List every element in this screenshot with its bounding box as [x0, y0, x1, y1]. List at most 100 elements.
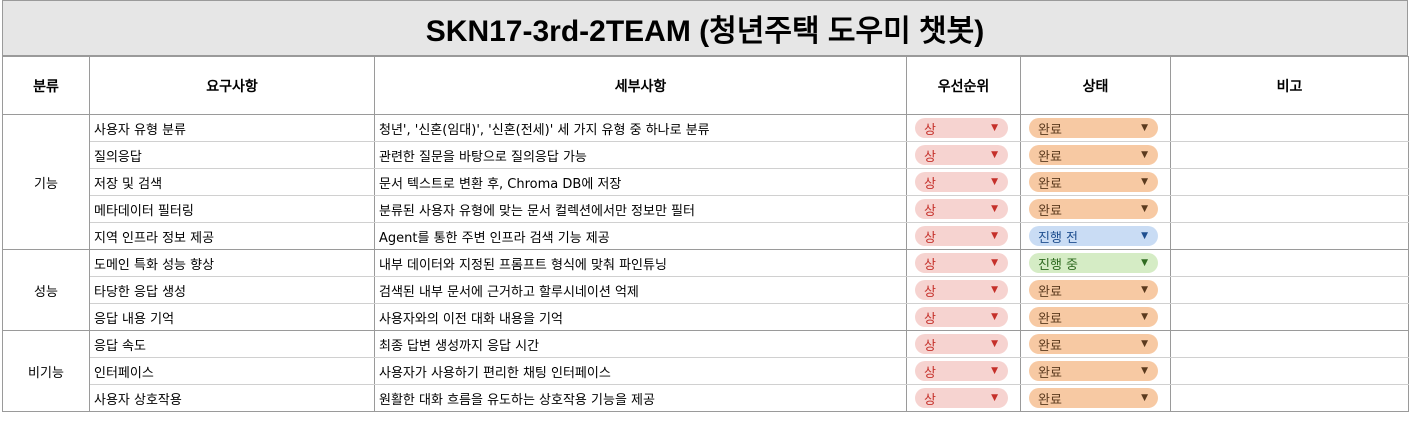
header-category[interactable]: 분류 [2, 56, 90, 115]
detail-cell[interactable]: 최종 답변 생성까지 응답 시간 [374, 330, 907, 358]
note-cell[interactable] [1170, 384, 1409, 412]
note-cell[interactable] [1170, 114, 1409, 142]
requirement-cell[interactable]: 타당한 응답 생성 [89, 276, 375, 304]
detail-cell[interactable]: 사용자와의 이전 대화 내용을 기억 [374, 303, 907, 331]
status-dropdown[interactable]: 완료 ▼ [1029, 307, 1158, 327]
table-row: 질의응답 관련한 질문을 바탕으로 질의응답 가능 상 ▼ 완료 ▼ [3, 141, 1409, 169]
priority-dropdown[interactable]: 상 ▼ [915, 388, 1008, 408]
status-dropdown[interactable]: 완료 ▼ [1029, 145, 1158, 165]
detail-cell[interactable]: 관련한 질문을 바탕으로 질의응답 가능 [374, 141, 907, 169]
dropdown-arrow-icon: ▼ [1141, 392, 1148, 403]
priority-value: 상 [924, 122, 936, 138]
priority-dropdown[interactable]: 상 ▼ [915, 253, 1008, 273]
priority-cell: 상 ▼ [906, 141, 1021, 169]
status-dropdown[interactable]: 완료 ▼ [1029, 334, 1158, 354]
status-cell: 완료 ▼ [1020, 114, 1171, 142]
priority-dropdown[interactable]: 상 ▼ [915, 145, 1008, 165]
dropdown-arrow-icon: ▼ [991, 257, 998, 268]
status-value: 완료 [1038, 284, 1062, 300]
status-dropdown[interactable]: 진행 중 ▼ [1029, 253, 1158, 273]
requirement-cell[interactable]: 저장 및 검색 [89, 168, 375, 196]
status-value: 완료 [1038, 122, 1062, 138]
dropdown-arrow-icon: ▼ [1141, 176, 1148, 187]
status-dropdown[interactable]: 진행 전 ▼ [1029, 226, 1158, 246]
detail-cell[interactable]: 원활한 대화 흐름을 유도하는 상호작용 기능을 제공 [374, 384, 907, 412]
header-status[interactable]: 상태 [1020, 56, 1171, 115]
status-value: 진행 전 [1038, 230, 1079, 246]
dropdown-arrow-icon: ▼ [991, 392, 998, 403]
category-cell[interactable]: 비기능 [2, 330, 90, 412]
priority-dropdown[interactable]: 상 ▼ [915, 118, 1008, 138]
detail-cell[interactable]: 청년', '신혼(임대)', '신혼(전세)' 세 가지 유형 중 하나로 분류 [374, 114, 907, 142]
detail-cell[interactable]: 사용자가 사용하기 편리한 채팅 인터페이스 [374, 357, 907, 385]
priority-dropdown[interactable]: 상 ▼ [915, 334, 1008, 354]
requirement-cell[interactable]: 사용자 상호작용 [89, 384, 375, 412]
status-cell: 완료 ▼ [1020, 168, 1171, 196]
status-value: 완료 [1038, 311, 1062, 327]
status-cell: 완료 ▼ [1020, 357, 1171, 385]
status-dropdown[interactable]: 완료 ▼ [1029, 172, 1158, 192]
header-detail[interactable]: 세부사항 [374, 56, 907, 115]
status-cell: 진행 전 ▼ [1020, 222, 1171, 250]
note-cell[interactable] [1170, 303, 1409, 331]
requirement-cell[interactable]: 사용자 유형 분류 [89, 114, 375, 142]
sheet-title[interactable]: SKN17-3rd-2TEAM (청년주택 도우미 챗봇) [2, 0, 1408, 56]
header-priority[interactable]: 우선순위 [906, 56, 1021, 115]
dropdown-arrow-icon: ▼ [991, 122, 998, 133]
table-row: 지역 인프라 정보 제공 Agent를 통한 주변 인프라 검색 기능 제공 상 ▼ 진… [3, 222, 1409, 250]
priority-cell: 상 ▼ [906, 330, 1021, 358]
priority-dropdown[interactable]: 상 ▼ [915, 361, 1008, 381]
status-dropdown[interactable]: 완료 ▼ [1029, 388, 1158, 408]
detail-cell[interactable]: 분류된 사용자 유형에 맞는 문서 컬렉션에서만 정보만 필터 [374, 195, 907, 223]
note-cell[interactable] [1170, 141, 1409, 169]
requirement-cell[interactable]: 질의응답 [89, 141, 375, 169]
table-row: 저장 및 검색 문서 텍스트로 변환 후, Chroma DB에 저장 상 ▼ 완료 ▼ [3, 168, 1409, 196]
priority-dropdown[interactable]: 상 ▼ [915, 226, 1008, 246]
dropdown-arrow-icon: ▼ [1141, 311, 1148, 322]
status-cell: 완료 ▼ [1020, 195, 1171, 223]
status-dropdown[interactable]: 완료 ▼ [1029, 361, 1158, 381]
table-row: 응답 내용 기억 사용자와의 이전 대화 내용을 기억 상 ▼ 완료 ▼ [3, 303, 1409, 331]
requirement-cell[interactable]: 인터페이스 [89, 357, 375, 385]
header-note[interactable]: 비고 [1170, 56, 1409, 115]
status-dropdown[interactable]: 완료 ▼ [1029, 118, 1158, 138]
requirement-cell[interactable]: 지역 인프라 정보 제공 [89, 222, 375, 250]
requirement-cell[interactable]: 응답 속도 [89, 330, 375, 358]
requirement-cell[interactable]: 응답 내용 기억 [89, 303, 375, 331]
priority-dropdown[interactable]: 상 ▼ [915, 172, 1008, 192]
category-cell[interactable]: 기능 [2, 114, 90, 250]
note-cell[interactable] [1170, 249, 1409, 277]
priority-dropdown[interactable]: 상 ▼ [915, 307, 1008, 327]
header-row: 분류 요구사항 세부사항 우선순위 상태 비고 [2, 56, 1409, 115]
detail-cell[interactable]: 검색된 내부 문서에 근거하고 할루시네이션 억제 [374, 276, 907, 304]
note-cell[interactable] [1170, 168, 1409, 196]
note-cell[interactable] [1170, 195, 1409, 223]
status-cell: 완료 ▼ [1020, 276, 1171, 304]
dropdown-arrow-icon: ▼ [991, 149, 998, 160]
dropdown-arrow-icon: ▼ [991, 365, 998, 376]
header-requirement[interactable]: 요구사항 [89, 56, 375, 115]
note-cell[interactable] [1170, 276, 1409, 304]
note-cell[interactable] [1170, 357, 1409, 385]
priority-value: 상 [924, 392, 936, 408]
note-cell[interactable] [1170, 222, 1409, 250]
note-cell[interactable] [1170, 330, 1409, 358]
priority-dropdown[interactable]: 상 ▼ [915, 199, 1008, 219]
priority-dropdown[interactable]: 상 ▼ [915, 280, 1008, 300]
requirement-cell[interactable]: 도메인 특화 성능 향상 [89, 249, 375, 277]
status-cell: 완료 ▼ [1020, 384, 1171, 412]
status-value: 진행 중 [1038, 257, 1079, 273]
dropdown-arrow-icon: ▼ [1141, 338, 1148, 349]
detail-cell[interactable]: 문서 텍스트로 변환 후, Chroma DB에 저장 [374, 168, 907, 196]
dropdown-arrow-icon: ▼ [991, 338, 998, 349]
priority-cell: 상 ▼ [906, 168, 1021, 196]
status-dropdown[interactable]: 완료 ▼ [1029, 280, 1158, 300]
requirements-table: 분류 요구사항 세부사항 우선순위 상태 비고 기능 사용자 유형 분류 청년', … [2, 56, 1409, 412]
status-dropdown[interactable]: 완료 ▼ [1029, 199, 1158, 219]
category-cell[interactable]: 성능 [2, 249, 90, 331]
detail-cell[interactable]: Agent를 통한 주변 인프라 검색 기능 제공 [374, 222, 907, 250]
priority-value: 상 [924, 365, 936, 381]
requirement-cell[interactable]: 메타데이터 필터링 [89, 195, 375, 223]
priority-cell: 상 ▼ [906, 276, 1021, 304]
detail-cell[interactable]: 내부 데이터와 지정된 프롬프트 형식에 맞춰 파인튜닝 [374, 249, 907, 277]
